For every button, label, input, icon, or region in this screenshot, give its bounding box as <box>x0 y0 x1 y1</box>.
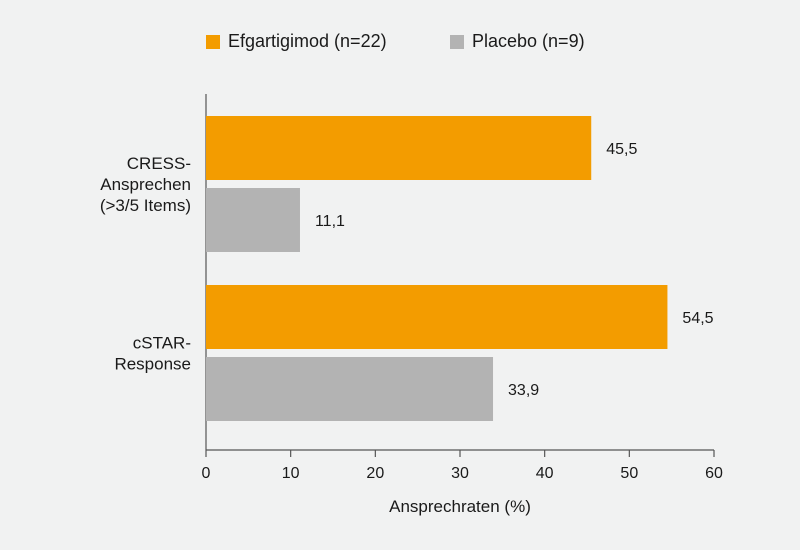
bar-value-label: 45,5 <box>606 141 637 158</box>
category-label: Ansprechen <box>100 175 191 194</box>
x-tick-label: 50 <box>620 465 638 482</box>
legend-swatch-efgartigimod <box>206 34 220 49</box>
legend-label-efgartigimod: Efgartigimod (n=22) <box>228 31 387 51</box>
category-label: (>3/5 Items) <box>100 196 191 215</box>
category-label: Response <box>114 355 191 374</box>
category-label: CRESS- <box>127 154 191 173</box>
x-tick-label: 60 <box>705 465 723 482</box>
x-tick-label: 20 <box>366 465 384 482</box>
category-label: cSTAR- <box>133 334 191 353</box>
bar-efgartigimod <box>206 285 668 349</box>
bar-value-label: 33,9 <box>508 382 539 399</box>
bar-value-label: 11,1 <box>315 213 345 230</box>
bar-placebo <box>206 188 300 252</box>
bar-efgartigimod <box>206 116 592 180</box>
legend-item-efgartigimod: Efgartigimod (n=22) <box>206 31 387 52</box>
legend: Efgartigimod (n=22) Placebo (n=9) <box>0 31 800 55</box>
x-tick-label: 40 <box>536 465 554 482</box>
x-tick-label: 10 <box>282 465 300 482</box>
x-axis-label: Ansprechraten (%) <box>389 497 531 516</box>
x-tick-label: 30 <box>451 465 469 482</box>
bar-placebo <box>206 357 494 421</box>
legend-item-placebo: Placebo (n=9) <box>450 31 585 52</box>
bar-value-label: 54,5 <box>682 310 713 327</box>
legend-label-placebo: Placebo (n=9) <box>472 31 585 51</box>
x-tick-label: 0 <box>202 465 211 482</box>
legend-swatch-placebo <box>450 34 464 49</box>
